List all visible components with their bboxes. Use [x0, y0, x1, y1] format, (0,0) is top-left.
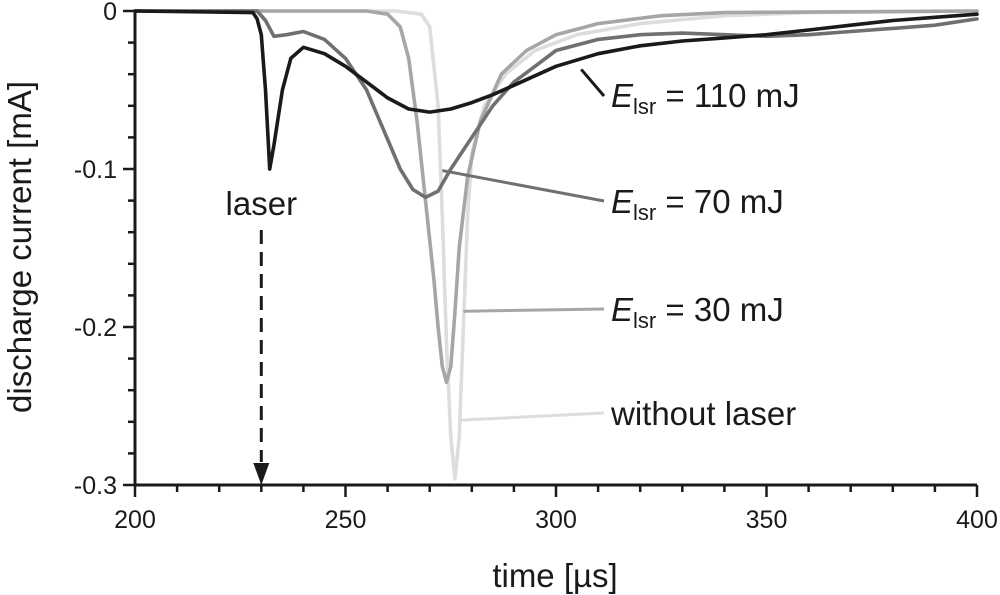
x-tick-label: 200: [114, 506, 156, 534]
series-leader-line-2: [442, 169, 605, 203]
x-tick-label: 250: [325, 506, 367, 534]
laser-arrow-head: [253, 463, 270, 485]
y-tick-label: -0.2: [74, 314, 117, 342]
series-label-0: without laser: [610, 395, 796, 432]
y-tick-label: -0.1: [74, 156, 117, 184]
annotations: laser without laser Elsr = 30 mJ Elsr = 70 …: [226, 68, 800, 485]
laser-label: laser: [226, 185, 298, 222]
series-line-2: [133, 9, 979, 200]
axes: 200 250 300 350 400 0 -0.1 -0.2 -0.3: [74, 0, 998, 534]
series-leader-line-3: [580, 68, 606, 97]
series-line-0: [133, 9, 979, 481]
y-tick-label: -0.3: [74, 472, 117, 500]
x-axis-title: time [µs]: [492, 557, 617, 594]
series-label-3: Elsr = 110 mJ: [611, 77, 800, 119]
series-label-1: Elsr = 30 mJ: [611, 291, 784, 333]
series-line-1: [133, 9, 979, 385]
y-tick-label: 0: [103, 0, 117, 26]
series-label-2: Elsr = 70 mJ: [611, 183, 784, 225]
plot-lines: [133, 9, 979, 481]
x-tick-label: 300: [535, 506, 577, 534]
x-tick-label: 400: [956, 506, 998, 534]
series-line-3: [133, 9, 979, 171]
y-axis-title: discharge current [mA]: [1, 81, 38, 413]
series-leader-line-0: [459, 411, 605, 422]
series-leader-line-1: [463, 307, 605, 313]
x-tick-label: 350: [746, 506, 788, 534]
